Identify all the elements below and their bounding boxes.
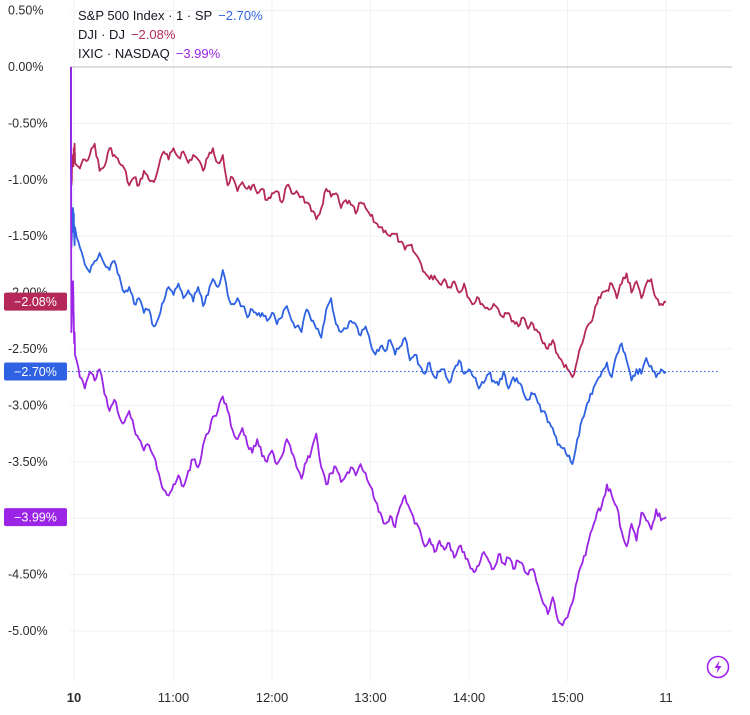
x-tick-label: 12:00 [256,690,289,705]
legend-item-ixic[interactable]: IXIC · NASDAQ −3.99% [78,44,263,63]
last-value-badge-label: −2.70% [14,365,57,379]
y-tick-label: -2.50% [8,342,48,356]
legend-series-value: −2.08% [130,27,176,42]
y-tick-label: -5.00% [8,624,48,638]
last-value-badge-label: −2.08% [14,295,57,309]
series-line-0[interactable] [70,66,667,379]
series-line-2[interactable] [70,66,667,627]
x-tick-label: 11 [659,690,673,705]
legend-series-name: IXIC · NASDAQ [78,46,170,61]
y-tick-label: 0.00% [8,60,43,74]
y-tick-label: 0.50% [8,4,43,18]
y-tick-label: -0.50% [8,116,48,130]
last-value-badge [4,508,67,527]
x-tick-label: 10 [67,690,81,705]
legend-series-value: −2.70% [218,8,263,23]
y-tick-label: -3.00% [8,398,48,412]
x-tick-label: 13:00 [354,690,387,705]
legend-series-name: S&P 500 Index · 1 · SP [78,8,213,23]
y-tick-label: -1.00% [8,173,48,187]
lightning-bolt-icon[interactable] [706,655,730,679]
legend-series-name: DJI · DJ [78,27,125,42]
y-tick-label: -3.50% [8,455,48,469]
legend-item-dji[interactable]: DJI · DJ −2.08% [78,25,263,44]
y-tick-label: -1.50% [8,229,48,243]
x-tick-label: 15:00 [551,690,584,705]
last-value-badge-label: −3.99% [14,511,57,525]
last-value-badge [4,292,67,311]
legend: S&P 500 Index · 1 · SP −2.70% DJI · DJ −2.… [78,6,263,63]
grid-layer [70,0,732,682]
x-tick-label: 14:00 [453,690,486,705]
last-value-badge [4,362,67,381]
legend-item-sp500[interactable]: S&P 500 Index · 1 · SP −2.70% [78,6,263,25]
legend-series-value: −3.99% [175,46,221,61]
x-axis-labels: 10 11:00 12:00 13:00 14:00 15:00 11 [67,690,673,705]
x-tick-label: 11:00 [158,690,190,705]
series-line-1[interactable] [70,66,667,466]
y-axis-labels: 0.50%0.00%-0.50%-1.00%-1.50%-2.00%-2.50%… [8,4,48,638]
last-value-badges: −2.08% −2.70% −3.99% [4,292,718,527]
series-layer [70,66,667,627]
y-tick-label: -4.50% [8,568,48,582]
